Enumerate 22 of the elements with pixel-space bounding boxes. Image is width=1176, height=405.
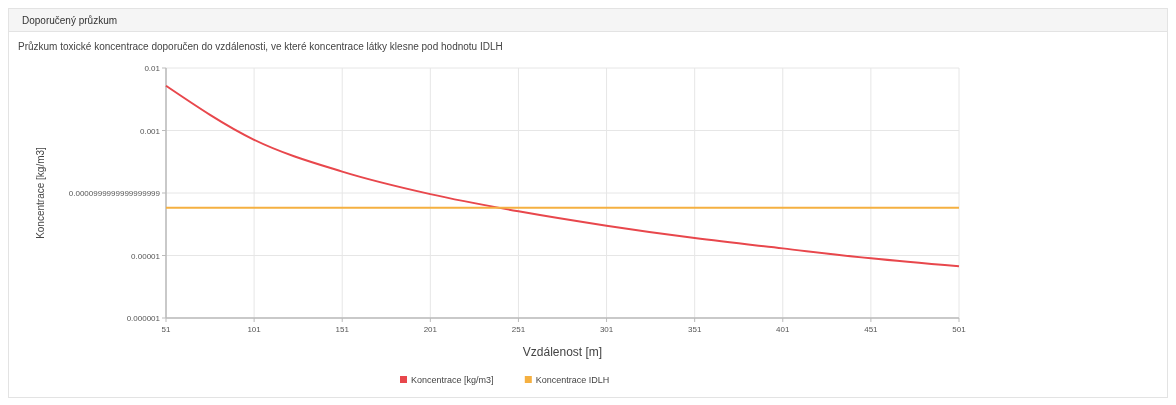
- legend-label: Koncentrace [kg/m3]: [411, 375, 494, 385]
- y-tick-label: 0.001: [139, 126, 161, 136]
- y-tick-label: 0.0000999999999999999: [68, 189, 161, 198]
- x-tick-label: 501: [952, 325, 967, 334]
- y-axis-title: Koncentrace [kg/m3]: [35, 146, 46, 239]
- x-tick-label: 251: [511, 325, 526, 334]
- y-tick-label: 0.00001: [131, 251, 161, 261]
- legend-label: Koncentrace IDLH: [535, 375, 610, 385]
- y-tick-label: 0.01: [144, 64, 161, 73]
- x-tick-label: 451: [864, 325, 879, 334]
- text: Doporučený průzkum: [22, 15, 118, 26]
- x-tick-label: 401: [776, 325, 790, 334]
- line-series: [165, 84, 960, 268]
- chart-subtitle: Průzkum toxické koncentrace doporučen do vzdálenosti, ve které koncentrace látky klesne pod hodnotu IDLH: [18, 41, 503, 52]
- x-tick-label: 301: [599, 325, 614, 334]
- y-tick-label: 0.000001: [126, 314, 161, 323]
- x-tick-label: 201: [423, 325, 438, 334]
- x-tick-label: 351: [687, 325, 702, 334]
- x-tick-label: 101: [247, 325, 262, 334]
- x-tick-label: 151: [335, 325, 350, 334]
- x-axis-title: Vzdálenost [m]: [522, 345, 603, 359]
- x-tick-label: 51: [161, 325, 171, 334]
